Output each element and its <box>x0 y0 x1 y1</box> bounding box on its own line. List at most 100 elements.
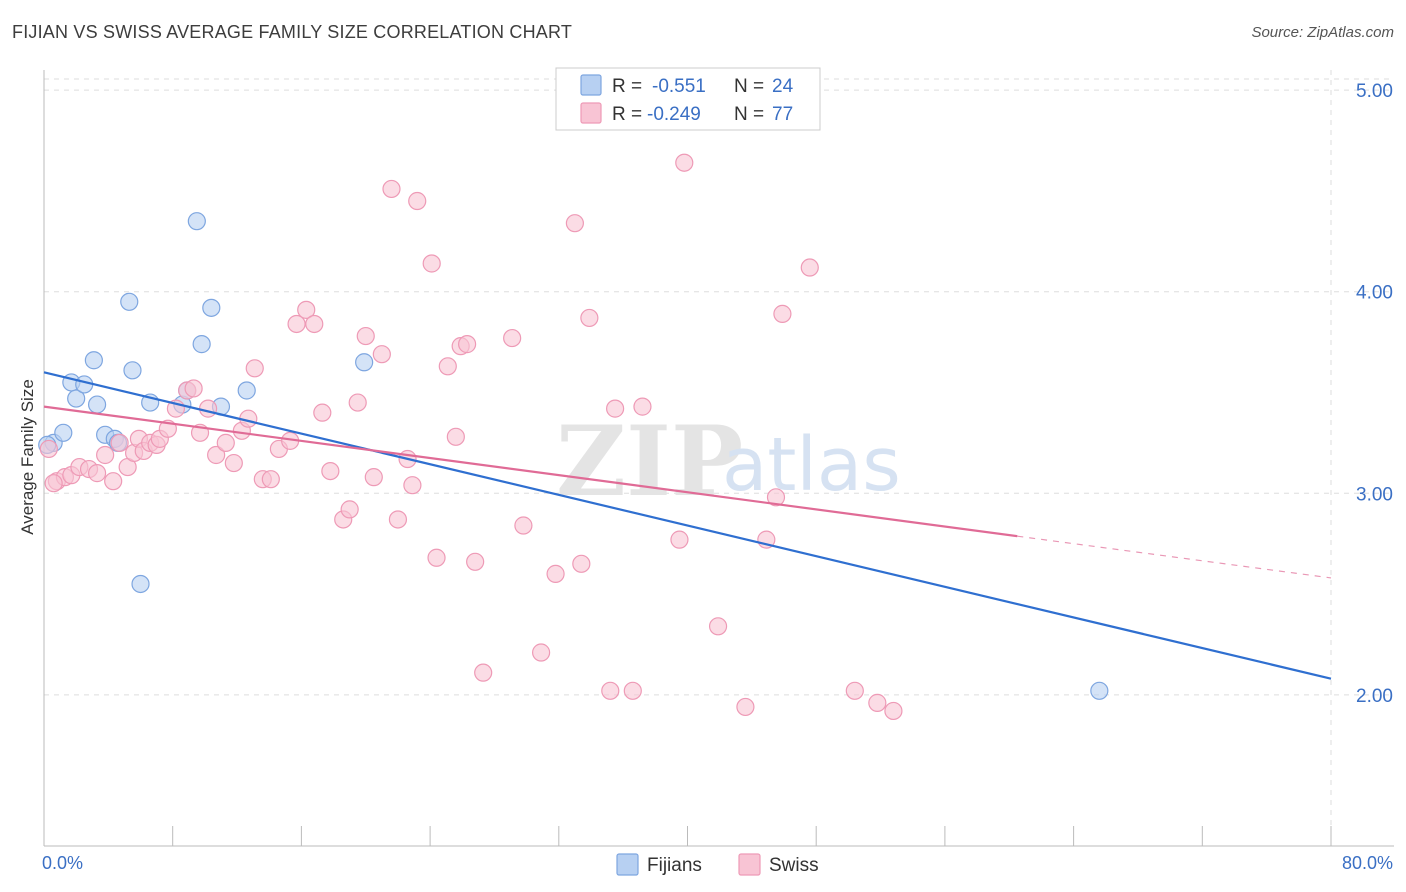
watermark-zip: ZIP <box>556 405 743 518</box>
watermark-atlas: atlas <box>722 422 901 508</box>
point-swiss-34 <box>297 300 316 319</box>
point-swiss-65 <box>606 399 625 418</box>
x-tick-label-1: 80.0% <box>1342 853 1393 873</box>
point-fijians-10 <box>120 292 139 311</box>
y-tick-label-1: 3.00 <box>1356 484 1393 505</box>
point-swiss-70 <box>708 617 728 636</box>
point-swiss-59 <box>532 643 551 662</box>
point-fijians-21 <box>355 353 374 372</box>
point-swiss-66 <box>623 681 642 700</box>
point-fijians-18 <box>202 298 221 317</box>
point-swiss-67 <box>633 397 652 416</box>
point-fijians-16 <box>187 212 206 231</box>
trend-lines <box>43 371 1332 680</box>
legend-r-value-swiss: -0.249 <box>647 104 701 125</box>
point-fijians-22 <box>1090 681 1109 700</box>
point-swiss-41 <box>356 326 375 346</box>
point-swiss-73 <box>766 488 786 507</box>
point-swiss-33 <box>287 314 306 334</box>
point-swiss-52 <box>446 427 465 446</box>
point-swiss-37 <box>321 462 340 481</box>
legend-r-label-fijians: R = <box>612 76 642 97</box>
point-swiss-54 <box>458 335 477 354</box>
x-tick-labels: 0.0% 80.0% <box>42 853 1393 873</box>
point-fijians-12 <box>131 574 150 594</box>
point-swiss-77 <box>868 693 887 712</box>
legend-n-value-swiss: 77 <box>772 104 793 125</box>
point-swiss-62 <box>572 554 591 573</box>
y-tick-label-0: 2.00 <box>1356 686 1393 707</box>
point-swiss-48 <box>408 191 427 211</box>
correlation-legend: R = -0.551 N = 24 R = -0.249 N = 77 <box>555 67 821 131</box>
bottom-legend-swatch-swiss <box>738 853 761 876</box>
legend-swatch-fijians <box>580 74 602 96</box>
point-swiss-39 <box>340 500 359 519</box>
point-swiss-35 <box>305 314 324 334</box>
trend-line-fijians <box>43 371 1332 680</box>
point-swiss-55 <box>466 552 485 571</box>
x-tick-label-0: 0.0% <box>42 853 83 873</box>
point-fijians-6 <box>87 395 107 414</box>
point-swiss-58 <box>514 516 533 535</box>
point-fijians-17 <box>192 335 211 354</box>
point-swiss-64 <box>601 681 620 700</box>
point-swiss-76 <box>845 681 864 700</box>
point-swiss-43 <box>372 345 391 364</box>
point-swiss-68 <box>670 530 689 549</box>
point-swiss-71 <box>736 697 755 717</box>
point-swiss-0 <box>39 439 58 459</box>
legend-n-value-fijians: 24 <box>772 76 794 97</box>
point-swiss-49 <box>422 254 441 273</box>
point-swiss-69 <box>675 153 694 172</box>
point-swiss-6 <box>87 464 107 483</box>
point-swiss-28 <box>245 359 264 378</box>
legend-r-value-fijians: -0.551 <box>652 76 706 97</box>
point-fijians-20 <box>237 381 256 400</box>
point-swiss-23 <box>207 445 226 465</box>
y-tick-label-2: 4.00 <box>1356 283 1393 304</box>
point-swiss-74 <box>773 304 792 323</box>
watermark: ZIP atlas <box>556 405 901 518</box>
chart-source: Source: ZipAtlas.com <box>1251 24 1394 41</box>
point-fijians-5 <box>84 351 103 370</box>
legend-n-label-fijians: N = <box>734 76 764 97</box>
point-swiss-25 <box>224 453 243 473</box>
point-swiss-8 <box>104 472 123 491</box>
point-swiss-79 <box>44 474 63 493</box>
point-swiss-42 <box>364 468 383 487</box>
point-swiss-56 <box>474 663 493 682</box>
point-fijians-11 <box>123 361 142 380</box>
y-tick-label-3: 5.00 <box>1356 81 1393 102</box>
point-swiss-44 <box>382 179 401 199</box>
point-swiss-40 <box>348 393 367 412</box>
point-swiss-57 <box>503 328 522 348</box>
point-swiss-30 <box>261 470 280 489</box>
point-swiss-75 <box>800 258 819 277</box>
point-swiss-63 <box>580 308 599 328</box>
point-swiss-20 <box>184 379 203 398</box>
bottom-legend-label-fijians: Fijians <box>647 855 702 876</box>
legend-n-label-swiss: N = <box>734 104 764 125</box>
point-swiss-61 <box>565 214 584 233</box>
legend-r-label-swiss: R = <box>612 104 642 125</box>
point-swiss-22 <box>198 399 218 418</box>
point-swiss-24 <box>216 433 235 452</box>
point-swiss-50 <box>427 548 446 567</box>
bottom-legend-swatch-fijians <box>616 853 639 876</box>
point-fijians-3 <box>67 389 86 408</box>
point-swiss-78 <box>884 701 903 721</box>
series-legend: Fijians Swiss <box>616 853 819 876</box>
point-swiss-36 <box>313 403 332 422</box>
point-swiss-60 <box>546 564 565 583</box>
point-swiss-45 <box>388 510 408 529</box>
trend-line-swiss-extrapolated <box>1017 535 1332 579</box>
point-swiss-47 <box>403 476 422 495</box>
y-axis-label: Average Family Size <box>18 379 37 535</box>
series-swiss-points <box>39 153 903 721</box>
y-tick-labels: 2.00 3.00 4.00 5.00 <box>1356 81 1393 707</box>
axes <box>43 70 1394 847</box>
point-swiss-51 <box>438 357 457 376</box>
chart-title: FIJIAN VS SWISS AVERAGE FAMILY SIZE CORR… <box>12 22 573 42</box>
bottom-legend-label-swiss: Swiss <box>769 855 819 876</box>
